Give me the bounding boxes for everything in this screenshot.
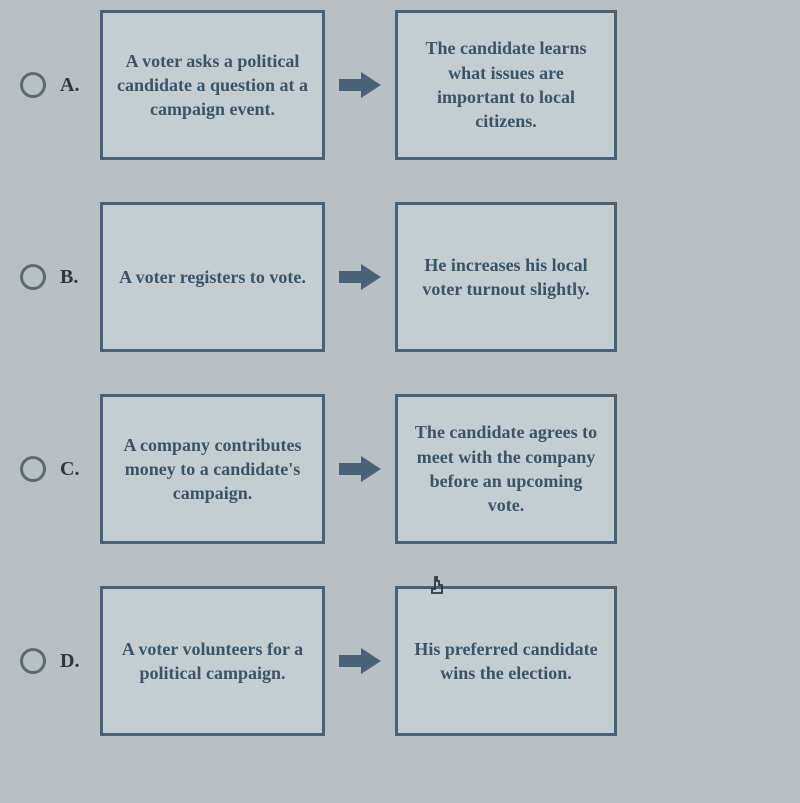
arrow-a — [325, 72, 395, 98]
effect-box-b: He increases his local voter turnout sli… — [395, 202, 617, 352]
option-letter-d: D. — [60, 650, 79, 673]
cause-text-d: A voter volunteers for a political campa… — [115, 637, 310, 686]
radio-group-d: D. — [10, 648, 100, 674]
radio-group-b: B. — [10, 264, 100, 290]
cause-box-b: A voter registers to vote. — [100, 202, 325, 352]
effect-text-c: The candidate agrees to meet with the co… — [410, 420, 602, 517]
arrow-c — [325, 456, 395, 482]
cause-text-b: A voter registers to vote. — [119, 265, 306, 289]
option-letter-b: B. — [60, 266, 78, 289]
effect-text-a: The candidate learns what issues are imp… — [410, 36, 602, 133]
radio-d[interactable] — [20, 648, 46, 674]
arrow-d — [325, 648, 395, 674]
arrow-icon — [339, 648, 381, 674]
effect-box-c: The candidate agrees to meet with the co… — [395, 394, 617, 544]
radio-a[interactable] — [20, 72, 46, 98]
arrow-icon — [339, 264, 381, 290]
arrow-icon — [339, 456, 381, 482]
radio-b[interactable] — [20, 264, 46, 290]
radio-group-a: A. — [10, 72, 100, 98]
cause-text-c: A company contributes money to a candida… — [115, 433, 310, 506]
effect-box-a: The candidate learns what issues are imp… — [395, 10, 617, 160]
arrow-icon — [339, 72, 381, 98]
cause-box-d: A voter volunteers for a political campa… — [100, 586, 325, 736]
cause-box-c: A company contributes money to a candida… — [100, 394, 325, 544]
option-row-b: B. A voter registers to vote. He increas… — [10, 202, 780, 352]
radio-c[interactable] — [20, 456, 46, 482]
option-letter-a: A. — [60, 74, 79, 97]
radio-group-c: C. — [10, 456, 100, 482]
option-row-c: C. A company contributes money to a cand… — [10, 394, 780, 544]
cause-text-a: A voter asks a political candidate a que… — [115, 49, 310, 122]
option-letter-c: C. — [60, 458, 79, 481]
effect-text-d: His preferred candidate wins the electio… — [410, 637, 602, 686]
option-row-a: A. A voter asks a political candidate a … — [10, 10, 780, 160]
effect-text-b: He increases his local voter turnout sli… — [410, 253, 602, 302]
arrow-b — [325, 264, 395, 290]
cause-box-a: A voter asks a political candidate a que… — [100, 10, 325, 160]
option-row-d: D. A voter volunteers for a political ca… — [10, 586, 780, 736]
effect-box-d: His preferred candidate wins the electio… — [395, 586, 617, 736]
